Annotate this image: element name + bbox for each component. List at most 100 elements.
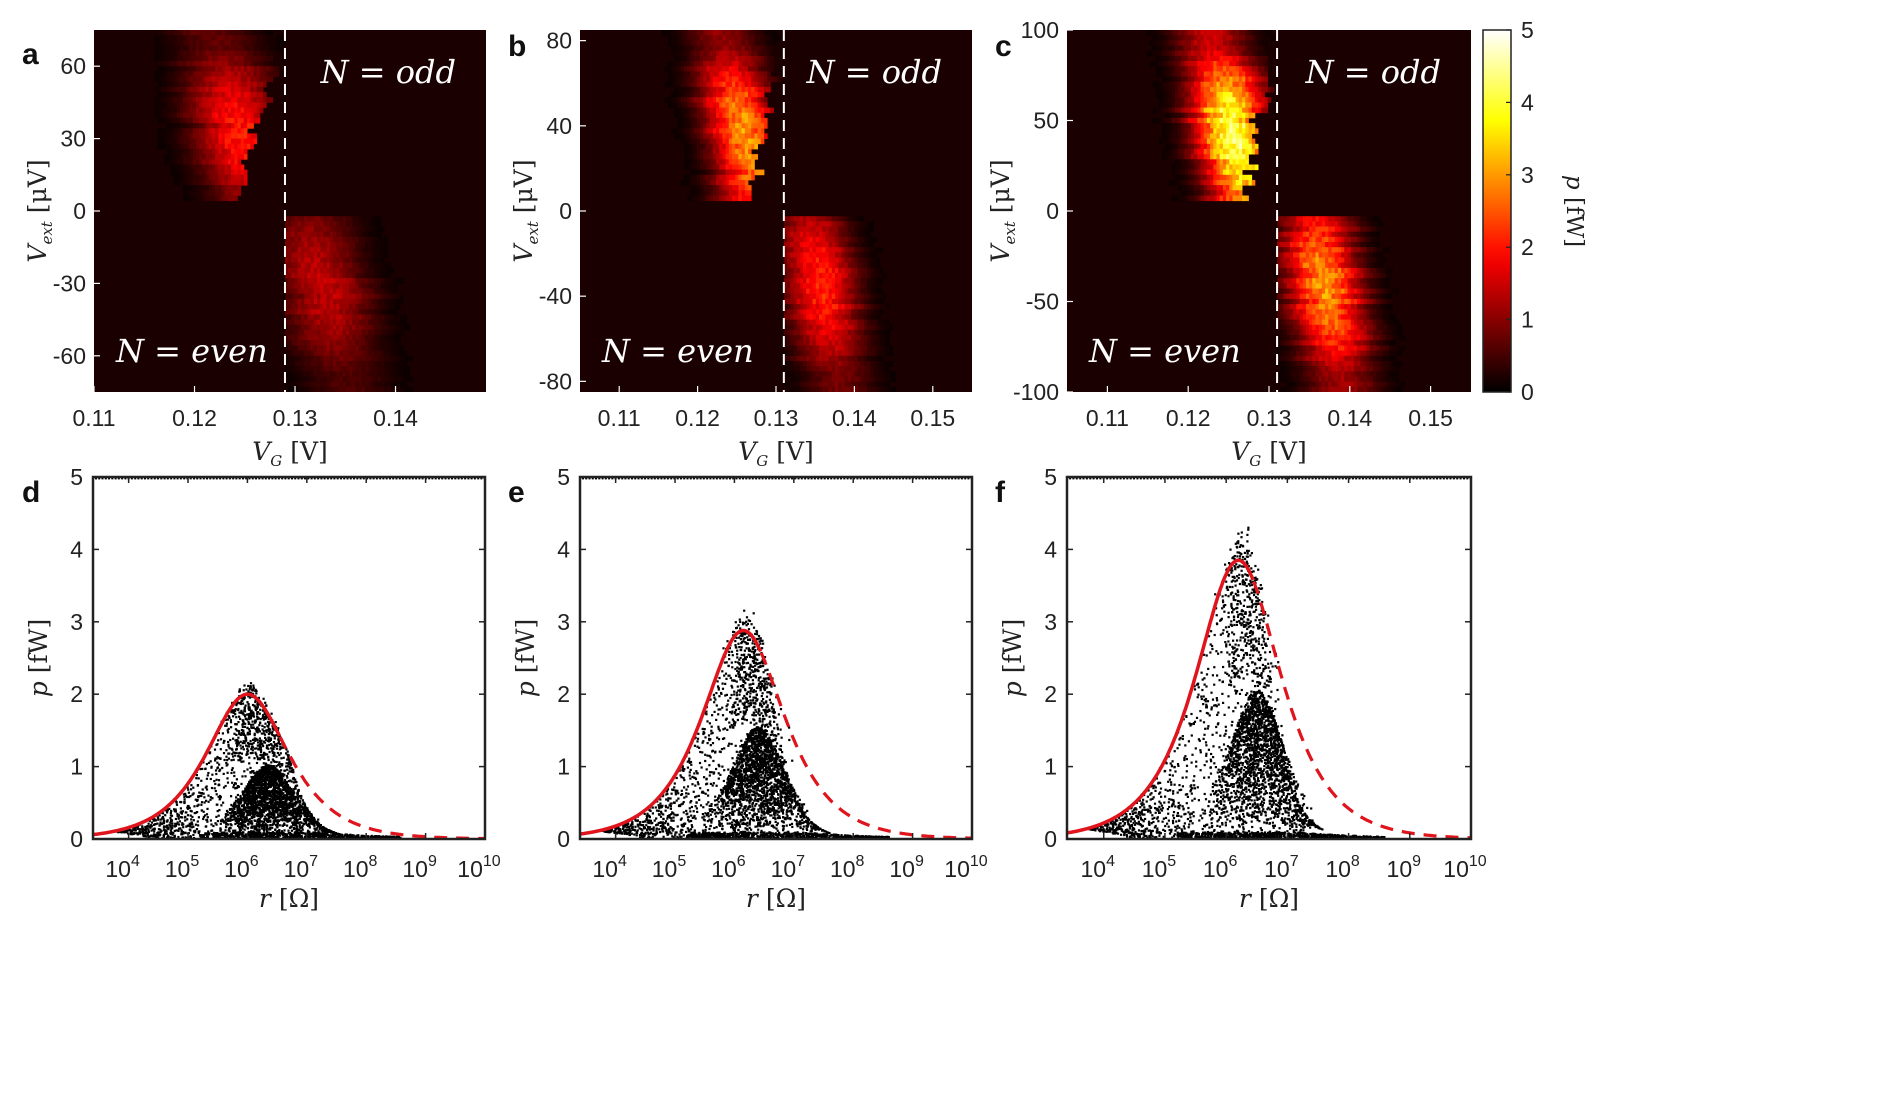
heatmap-cell xyxy=(728,97,733,103)
heatmap-cell xyxy=(696,81,701,88)
heatmap-cell xyxy=(231,185,235,191)
heatmap-cell xyxy=(157,102,162,108)
heatmap-cell xyxy=(365,236,369,243)
heatmap-cell xyxy=(809,273,813,279)
heatmap-cell xyxy=(266,50,270,57)
heatmap-cell xyxy=(1187,40,1192,46)
heatmap-cell xyxy=(674,61,678,67)
heatmap-cell xyxy=(1181,133,1185,139)
heatmap-cell xyxy=(384,262,388,269)
heatmap-cell xyxy=(873,361,877,367)
heatmap-cell xyxy=(716,66,720,72)
heatmap-cell xyxy=(250,35,254,41)
heatmap-cell xyxy=(355,298,359,305)
heatmap-cell xyxy=(1165,71,1169,77)
heatmap-cell xyxy=(307,231,311,238)
heatmap-cell xyxy=(838,231,842,238)
heatmap-cell xyxy=(358,242,363,248)
heatmap-cell xyxy=(326,257,331,264)
heatmap-cell xyxy=(815,366,820,372)
heatmap-cell xyxy=(854,309,858,315)
heatmap-cell xyxy=(266,71,270,77)
heatmap-cell xyxy=(167,143,171,150)
heatmap-cell xyxy=(393,293,398,300)
heatmap-cell xyxy=(157,45,162,52)
heatmap-cell xyxy=(857,226,861,233)
heatmap-cell xyxy=(860,267,865,274)
heatmap-cell xyxy=(783,278,788,284)
heatmap-cell xyxy=(760,71,765,77)
heatmap-cell xyxy=(796,345,801,352)
heatmap-cell xyxy=(835,371,839,377)
heatmap-cell xyxy=(847,366,852,372)
heatmap-cell xyxy=(1171,102,1176,108)
heatmap-cell xyxy=(221,40,226,46)
heatmap-cell xyxy=(680,128,685,134)
heatmap-cell xyxy=(751,159,755,165)
heatmap-cell xyxy=(1222,102,1227,108)
heatmap-cell xyxy=(1184,45,1189,52)
heatmap-cell xyxy=(323,298,327,305)
heatmap-cell xyxy=(712,102,717,108)
heatmap-cell xyxy=(863,267,868,274)
heatmap-cell xyxy=(202,174,206,181)
heatmap-cell xyxy=(215,102,219,108)
heatmap-cell xyxy=(297,319,302,326)
heatmap-cell xyxy=(301,226,305,233)
heatmap-cell xyxy=(355,350,359,357)
heatmap-cell xyxy=(754,76,758,83)
heatmap-cell xyxy=(310,252,315,258)
heatmap-cell xyxy=(336,361,340,367)
heatmap-cell xyxy=(371,386,375,392)
heatmap-cell xyxy=(831,216,836,222)
heatmap-cell xyxy=(712,107,717,114)
heatmap-cell xyxy=(815,371,820,377)
heatmap-cell xyxy=(1178,112,1182,119)
heatmap-cell xyxy=(349,293,353,300)
heatmap-cell xyxy=(1171,117,1176,124)
heatmap-cell xyxy=(393,355,398,362)
heatmap-cell xyxy=(291,298,295,305)
heatmap-cell xyxy=(1232,45,1237,52)
heatmap-cell xyxy=(844,324,849,331)
heatmap-cell xyxy=(760,133,765,139)
heatmap-cell xyxy=(215,195,219,202)
heatmap-cell xyxy=(231,133,235,139)
heatmap-cell xyxy=(799,247,804,253)
heatmap-cell xyxy=(741,45,746,52)
heatmap-cell xyxy=(793,361,797,367)
heatmap-cell xyxy=(787,236,791,243)
heatmap-cell xyxy=(886,386,890,392)
heatmap-cell xyxy=(806,231,810,238)
heatmap-cell xyxy=(208,76,213,83)
heatmap-cell xyxy=(393,288,398,295)
heatmap-cell xyxy=(221,154,226,160)
heatmap-cell xyxy=(709,174,714,181)
heatmap-cell xyxy=(754,50,758,57)
heatmap-cell xyxy=(243,97,248,103)
heatmap-cell xyxy=(272,35,277,41)
heatmap-cell xyxy=(696,164,701,171)
heatmap-cell xyxy=(160,102,165,108)
heatmap-cell xyxy=(339,366,343,372)
heatmap-cell xyxy=(841,262,845,269)
heatmap-cell xyxy=(854,350,858,357)
heatmap-cell xyxy=(822,386,826,392)
heatmap-cell xyxy=(790,340,794,346)
heatmap-cell xyxy=(735,159,739,165)
heatmap-cell xyxy=(1206,76,1211,83)
heatmap-cell xyxy=(693,138,698,145)
heatmap-cell xyxy=(339,345,343,352)
heatmap-cell xyxy=(243,61,248,67)
heatmap-cell xyxy=(179,76,184,83)
heatmap-cell xyxy=(1226,40,1230,46)
heatmap-cell xyxy=(1203,112,1208,119)
heatmap-cell xyxy=(377,386,382,392)
heatmap-cell xyxy=(215,185,219,191)
heatmap-cell xyxy=(1165,117,1169,124)
heatmap-cell xyxy=(192,55,197,62)
heatmap-cell xyxy=(342,361,347,367)
heatmap-cell xyxy=(199,174,203,181)
heatmap-cell xyxy=(263,35,267,41)
heatmap-cells xyxy=(1146,30,1406,392)
